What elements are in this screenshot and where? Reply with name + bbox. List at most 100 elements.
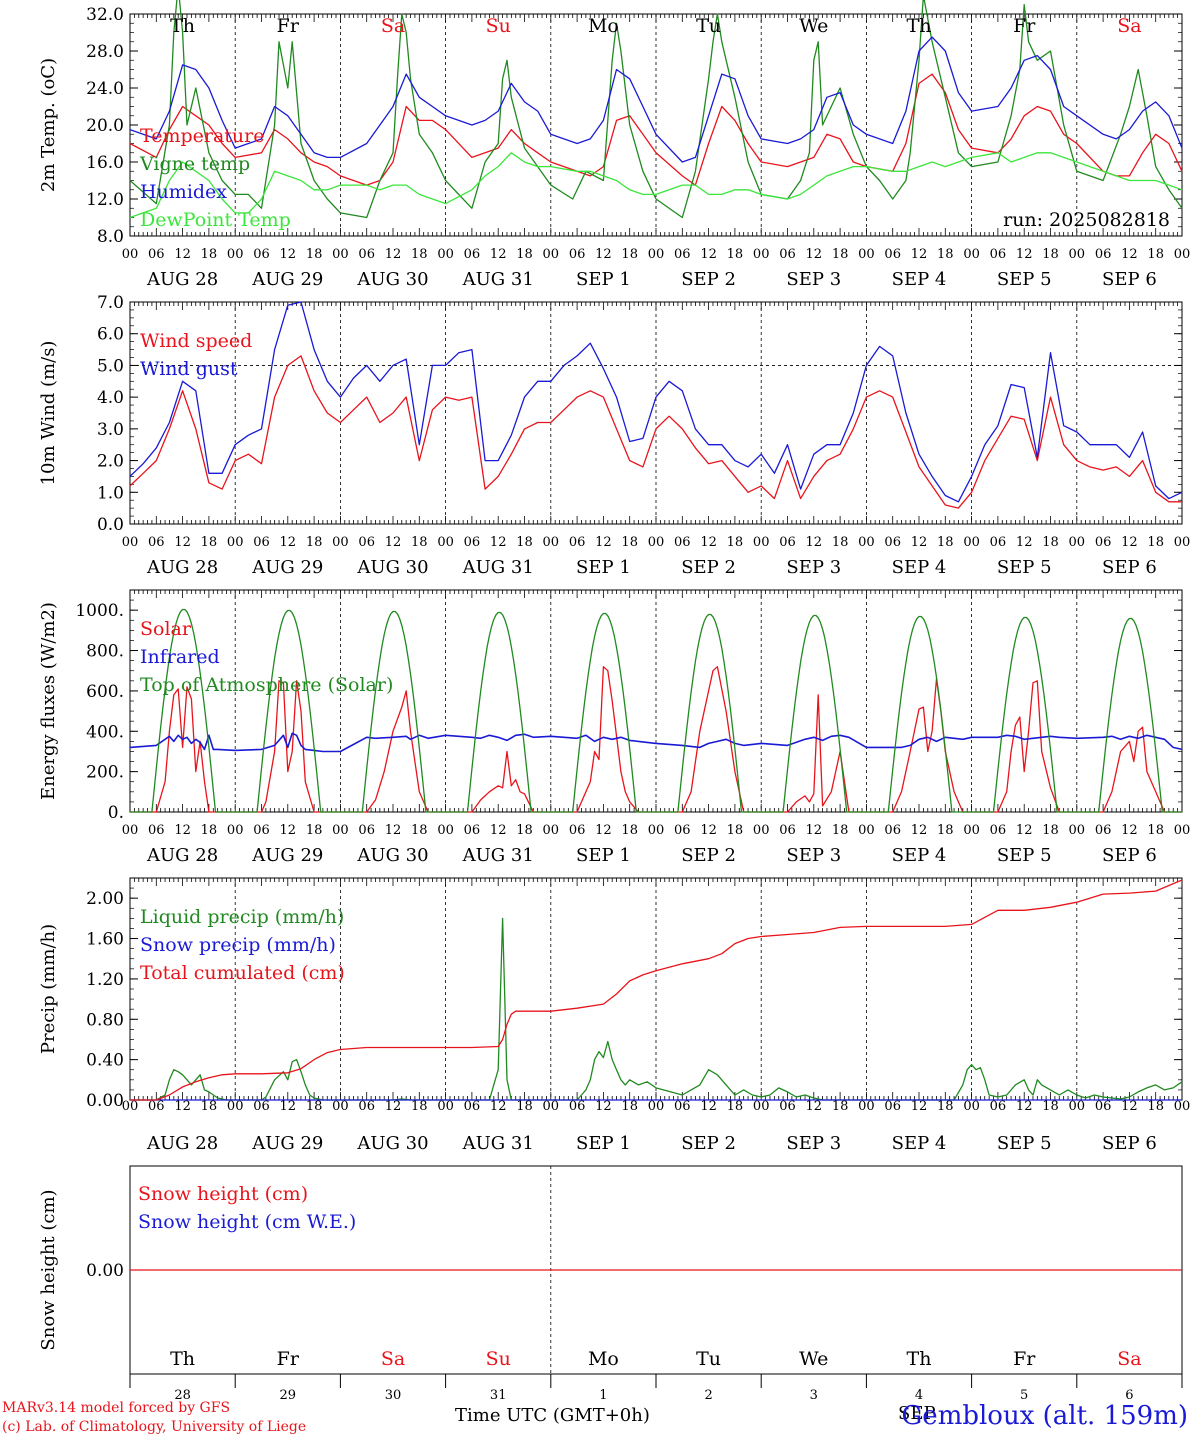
date-label: SEP 1: [576, 1133, 631, 1154]
hour-tick-label: 00: [122, 1099, 139, 1114]
hour-tick-label: 18: [306, 1099, 323, 1114]
hour-tick-label: 06: [569, 535, 586, 550]
hour-tick-label: 18: [1042, 535, 1059, 550]
hour-tick-label: 06: [148, 247, 165, 262]
hour-tick-label: 06: [990, 247, 1007, 262]
hour-tick-label: 12: [806, 247, 823, 262]
hour-tick-label: 00: [122, 823, 139, 838]
legend-entry: DewPoint Temp: [140, 209, 291, 231]
hour-tick-label: 00: [543, 823, 560, 838]
weekday-label: Th: [170, 15, 195, 37]
hour-tick-label: 12: [595, 1099, 612, 1114]
hour-tick-label: 06: [884, 247, 901, 262]
y-tick-label: 0.80: [86, 1010, 124, 1030]
weekday-label: Sa: [1117, 1348, 1141, 1370]
hour-tick-label: 00: [1069, 823, 1086, 838]
date-label: SEP 2: [681, 269, 736, 290]
panel-4: 00 06 12 18 AUG 28 00 06 12 18 AUG 29 00 06 12 18 AUG …: [38, 877, 1191, 1154]
hour-tick-label: 12: [385, 535, 402, 550]
hour-tick-label: 18: [832, 823, 849, 838]
run-annotation: run: 2025082818: [1003, 209, 1170, 231]
hour-tick-label: 06: [674, 823, 691, 838]
y-tick-label: 7.0: [97, 293, 124, 313]
legend-entry: Wind speed: [140, 330, 252, 352]
hour-tick-label: 06: [358, 535, 375, 550]
hour-tick-label: 12: [385, 247, 402, 262]
legend-entry: Wind gust: [140, 358, 238, 380]
hour-tick-label: 00: [437, 823, 454, 838]
hour-tick-label: 12: [1121, 247, 1138, 262]
hour-tick-label: 00: [963, 247, 980, 262]
series-line-dewpoint-temp: [129, 152, 1183, 219]
hour-tick-label: 18: [411, 1099, 428, 1114]
hour-tick-label: 12: [595, 535, 612, 550]
y-tick-label: 3.0: [97, 420, 124, 440]
date-label: AUG 29: [251, 1133, 323, 1154]
hour-tick-label: 18: [832, 1099, 849, 1114]
hour-tick-label: 06: [148, 823, 165, 838]
hour-tick-label: 06: [464, 535, 481, 550]
credit-model-text: MARv3.14 model forced by GFS: [2, 1400, 231, 1416]
hour-tick-label: 18: [516, 247, 533, 262]
hour-tick-label: 12: [1121, 535, 1138, 550]
date-label: SEP 5: [997, 269, 1052, 290]
hour-tick-label: 18: [1042, 1099, 1059, 1114]
hour-tick-label: 18: [937, 535, 954, 550]
hour-tick-label: 18: [1042, 247, 1059, 262]
y-axis-label: Snow height (cm): [38, 1189, 59, 1350]
hour-tick-label: 00: [437, 1099, 454, 1114]
date-label: AUG 30: [356, 845, 428, 866]
hour-tick-label: 12: [280, 247, 297, 262]
y-tick-label: 800.: [86, 642, 124, 662]
hour-tick-label: 18: [1147, 823, 1164, 838]
hour-tick-label: 12: [595, 247, 612, 262]
hour-tick-label: 18: [201, 247, 218, 262]
hour-tick-label: 18: [937, 823, 954, 838]
hour-tick-label: 00: [437, 535, 454, 550]
series-line-wind-speed: [129, 355, 1182, 509]
hour-tick-label: 06: [1095, 823, 1112, 838]
hour-tick-label: 06: [990, 823, 1007, 838]
hour-tick-label: 06: [1095, 535, 1112, 550]
hour-tick-label: 00: [1174, 1099, 1191, 1114]
hour-tick-label: 06: [990, 535, 1007, 550]
hour-tick-label: 06: [990, 1099, 1007, 1114]
hour-tick-label: 06: [674, 535, 691, 550]
y-tick-label: 32.0: [86, 5, 124, 25]
weekday-label: Th: [907, 1348, 932, 1370]
day-number-label: 6: [1125, 1388, 1133, 1403]
weekday-label: Sa: [381, 15, 405, 37]
hour-tick-label: 18: [832, 247, 849, 262]
hour-tick-label: 12: [280, 535, 297, 550]
hour-tick-label: 12: [490, 535, 507, 550]
hour-tick-label: 12: [490, 1099, 507, 1114]
hour-tick-label: 18: [411, 247, 428, 262]
hour-tick-label: 12: [280, 823, 297, 838]
y-tick-label: 28.0: [86, 42, 124, 62]
hour-tick-label: 06: [358, 247, 375, 262]
hour-tick-label: 18: [937, 247, 954, 262]
hour-tick-label: 18: [621, 535, 638, 550]
hour-tick-label: 00: [753, 1099, 770, 1114]
weekday-label: Th: [170, 1348, 195, 1370]
hour-tick-label: 00: [963, 823, 980, 838]
hour-tick-label: 06: [779, 1099, 796, 1114]
series-line-wind-gust: [129, 301, 1183, 503]
weekday-label: Mo: [588, 15, 619, 37]
date-label: AUG 28: [146, 845, 218, 866]
date-label: SEP 4: [892, 1133, 947, 1154]
hour-tick-label: 00: [1174, 247, 1191, 262]
x-axis-title: Time UTC (GMT+0h): [455, 1405, 650, 1426]
y-tick-label: 0.40: [86, 1051, 124, 1071]
date-label: AUG 31: [462, 845, 534, 866]
hour-tick-label: 00: [1069, 1099, 1086, 1114]
weekday-label: Su: [486, 1348, 511, 1370]
hour-tick-label: 18: [832, 535, 849, 550]
date-label: SEP 1: [576, 557, 631, 578]
hour-tick-label: 18: [306, 823, 323, 838]
y-tick-label: 1000.: [75, 601, 124, 621]
y-tick-label: 1.20: [86, 970, 124, 990]
panel-1: 00 06 12 18 AUG 28 00 06 12 18 AUG 29 00 06 12 18 AUG …: [38, 0, 1190, 290]
panel-2: 00 06 12 18 AUG 28 00 06 12 18 AUG 29 00 06 12 18 AUG …: [38, 293, 1190, 578]
hour-tick-label: 00: [122, 535, 139, 550]
